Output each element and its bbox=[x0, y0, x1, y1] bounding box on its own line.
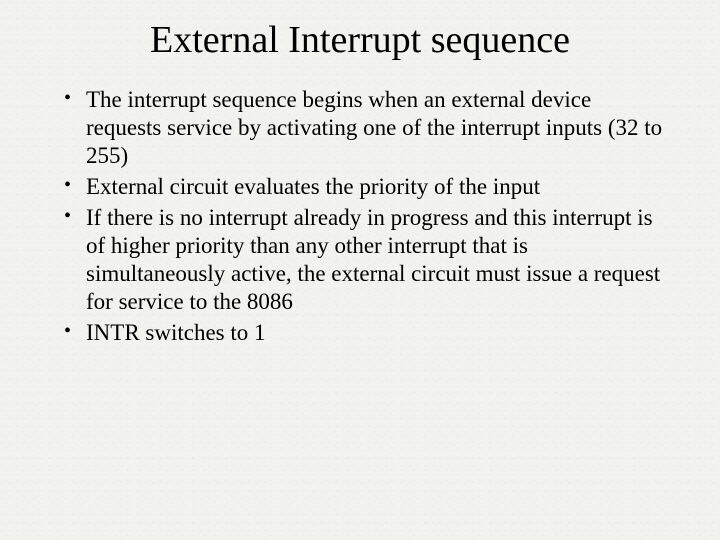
bullet-list: The interrupt sequence begins when an ex… bbox=[48, 86, 672, 347]
slide-title: External Interrupt sequence bbox=[48, 18, 672, 62]
list-item: INTR switches to 1 bbox=[64, 319, 672, 347]
slide-container: External Interrupt sequence The interrup… bbox=[0, 0, 720, 540]
list-item: The interrupt sequence begins when an ex… bbox=[64, 86, 672, 170]
list-item: External circuit evaluates the priority … bbox=[64, 173, 672, 201]
list-item: If there is no interrupt already in prog… bbox=[64, 204, 672, 316]
